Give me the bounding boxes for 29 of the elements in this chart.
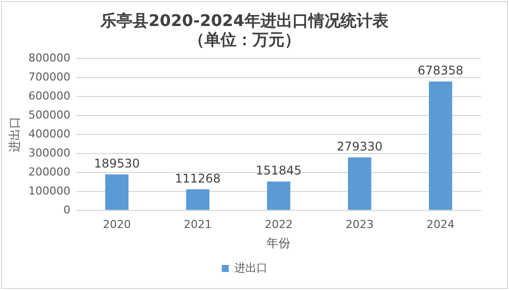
x-tick-label: 2021 [184,218,212,231]
y-tick-label: 200000 [28,165,70,178]
data-label: 111268 [174,171,221,186]
chart-title: 乐亭县2020-2024年进出口情况统计表 [100,10,390,30]
data-label: 151845 [256,164,302,178]
x-tick-label: 2024 [426,218,455,231]
chart-subtitle: （单位：万元） [188,30,300,49]
y-tick-label: 0 [63,203,70,216]
x-tick-label: 2023 [346,218,374,231]
bar [267,182,290,210]
x-axis-title: 年份 [266,236,291,250]
y-tick-label: 100000 [28,184,70,198]
bar [428,82,452,210]
y-tick-label: 600000 [28,89,70,102]
x-tick-label: 2022 [264,218,293,231]
data-label: 279330 [336,139,383,154]
bar [186,189,210,210]
data-label: 678358 [418,64,464,78]
x-tick-label: 2020 [102,218,131,231]
y-tick-label: 400000 [28,127,70,140]
y-tick-label: 500000 [28,108,70,122]
bar [105,174,129,210]
y-tick-label: 300000 [28,146,70,160]
y-tick-label: 700000 [28,70,70,84]
data-label: 189530 [94,156,140,171]
bar [348,157,372,210]
y-tick-label: 800000 [28,51,70,64]
legend-label: 进出口 [234,261,268,274]
y-axis-title: 进出口 [7,116,22,152]
